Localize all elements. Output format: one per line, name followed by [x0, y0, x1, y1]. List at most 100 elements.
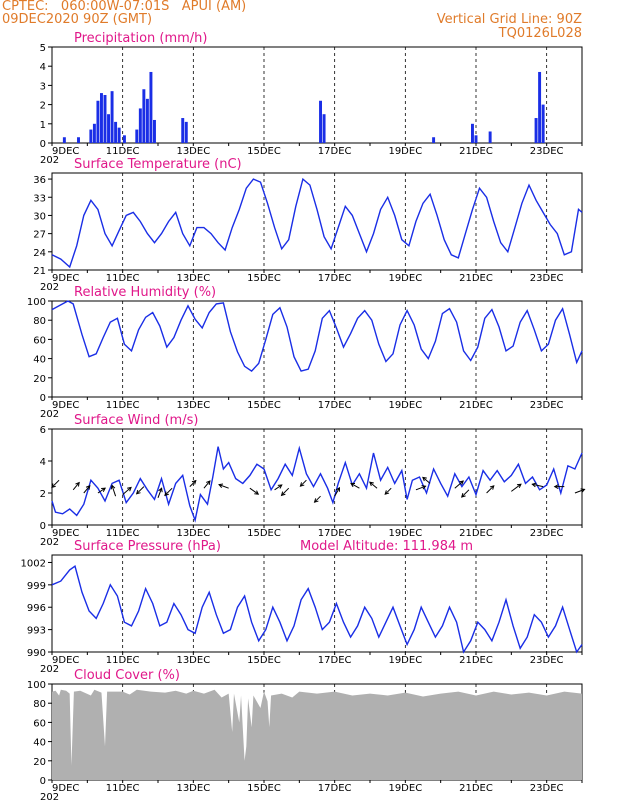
- precip-bar: [62, 137, 66, 143]
- wind-arrow: [461, 489, 470, 498]
- x-tick-label: 23DEC: [530, 783, 564, 794]
- precip-bar: [149, 71, 153, 143]
- y-tick-label: 20: [33, 374, 46, 385]
- precip-bar: [110, 91, 114, 143]
- panel-title: Surface Temperature (nC): [74, 157, 242, 172]
- x-tick-label: 19DEC: [388, 400, 422, 411]
- wind-arrow-head: [101, 487, 107, 492]
- x-tick-label: 13DEC: [176, 400, 210, 411]
- x-tick-label: 19DEC: [388, 655, 422, 666]
- wind-arrow: [422, 477, 431, 484]
- y-tick-label: 2: [40, 489, 46, 500]
- wind-arrow: [164, 487, 173, 496]
- precip-bar: [322, 114, 326, 143]
- wind-arrow-head: [51, 483, 56, 489]
- wind-arrow: [72, 482, 80, 491]
- wind-arrow-head: [206, 480, 211, 486]
- wind-arrow: [281, 487, 290, 496]
- wind-arrow: [203, 480, 211, 489]
- y-tick-label: 6: [40, 425, 46, 436]
- wind-arrow-head: [553, 484, 559, 489]
- panel-frame: [51, 172, 583, 271]
- x-tick-label: 15DEC: [247, 400, 281, 411]
- x-tick-label: 9DEC: [52, 400, 79, 411]
- y-tick-label: 100: [27, 680, 46, 691]
- x-tick-label: 17DEC: [318, 400, 352, 411]
- wind-arrow: [486, 485, 495, 494]
- x-tick-label: 21DEC: [459, 400, 493, 411]
- x-tick-label: 17DEC: [318, 273, 352, 284]
- x-tick-label: 21DEC: [459, 655, 493, 666]
- x-tick-label: 17DEC: [318, 655, 352, 666]
- x-tick-label: 19DEC: [388, 528, 422, 539]
- panel-title: Precipitation (mm/h): [74, 31, 207, 46]
- x-tick-label: 11DEC: [106, 655, 140, 666]
- precip-bar: [138, 108, 142, 143]
- x-tick-label: 9DEC: [52, 783, 79, 794]
- y-tick-label: 100: [27, 297, 46, 308]
- wind-arrow-head: [254, 490, 260, 495]
- precip-bar: [103, 95, 107, 143]
- wind-arrow: [157, 488, 163, 498]
- precip-bar: [152, 119, 156, 143]
- precip-bar: [432, 137, 436, 143]
- wind-arrow: [189, 480, 197, 487]
- year-label: 202: [40, 792, 59, 800]
- x-tick-label: 15DEC: [247, 783, 281, 794]
- x-tick-label: 11DEC: [106, 400, 140, 411]
- precip-bar: [96, 100, 100, 143]
- series-line: [51, 565, 583, 654]
- wind-arrow: [574, 488, 585, 494]
- wind-arrow-head: [459, 480, 464, 485]
- wind-arrow-head: [384, 490, 390, 495]
- wind-arrow-head: [489, 485, 495, 490]
- x-tick-label: 19DEC: [388, 783, 422, 794]
- panel-subtitle: Model Altitude: 111.984 m: [300, 539, 473, 554]
- panel-title: Surface Wind (m/s): [74, 413, 198, 428]
- x-tick-label: 23DEC: [530, 528, 564, 539]
- precip-bar: [122, 135, 126, 143]
- header-grid-line: Vertical Grid Line: 90Z: [436, 12, 582, 27]
- wind-arrow-head: [580, 488, 586, 493]
- x-tick-label: 13DEC: [176, 528, 210, 539]
- precip-bar: [534, 118, 538, 143]
- x-tick-label: 13DEC: [176, 146, 210, 157]
- precip-bar: [107, 114, 111, 143]
- y-tick-label: 4: [40, 457, 46, 468]
- wind-arrow-head: [135, 489, 141, 495]
- year-label: 202: [40, 409, 59, 420]
- year-label: 202: [40, 155, 59, 166]
- panel-frame: [51, 428, 583, 526]
- wind-arrow-head: [422, 476, 427, 482]
- wind-arrow-head: [280, 491, 286, 497]
- x-tick-label: 21DEC: [459, 273, 493, 284]
- precip-bar: [181, 118, 185, 143]
- x-tick-label: 15DEC: [247, 273, 281, 284]
- x-tick-label: 9DEC: [52, 273, 79, 284]
- x-tick-label: 9DEC: [52, 146, 79, 157]
- precip-bar: [92, 123, 96, 143]
- precip-bar: [488, 131, 492, 143]
- wind-arrow-head: [313, 498, 319, 503]
- x-tick-label: 11DEC: [106, 528, 140, 539]
- wind-arrow: [454, 480, 464, 489]
- y-tick-label: 0: [40, 139, 46, 150]
- y-tick-label: 21: [33, 266, 46, 277]
- wind-arrow: [218, 484, 229, 489]
- x-tick-label: 9DEC: [52, 528, 79, 539]
- wind-arrow-head: [531, 482, 537, 488]
- precip-bar: [474, 135, 478, 143]
- x-tick-label: 17DEC: [318, 146, 352, 157]
- x-tick-label: 13DEC: [176, 783, 210, 794]
- wind-arrow-head: [421, 485, 427, 490]
- series-line: [51, 177, 583, 269]
- x-tick-label: 21DEC: [459, 528, 493, 539]
- y-tick-label: 990: [27, 648, 46, 659]
- wind-arrow-head: [110, 484, 116, 490]
- wind-arrow: [274, 484, 283, 491]
- y-tick-label: 24: [33, 248, 46, 259]
- precip-bar: [89, 129, 93, 143]
- wind-arrow-head: [85, 484, 91, 490]
- x-tick-label: 11DEC: [106, 783, 140, 794]
